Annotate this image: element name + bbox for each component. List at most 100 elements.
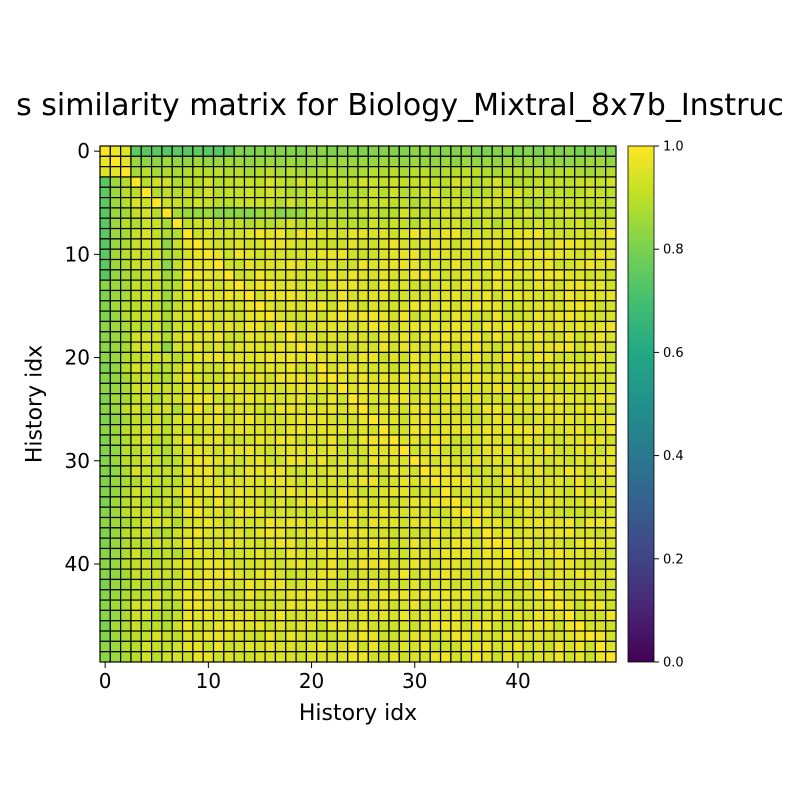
heatmap-cell [295,609,307,622]
heatmap-cell [553,186,566,199]
heatmap-cell [419,382,431,395]
heatmap-cell [274,568,287,581]
heatmap-cell [264,248,277,261]
heatmap-cell [130,589,142,601]
heatmap-cell [212,320,225,333]
heatmap-cell [223,227,235,240]
heatmap-cell [574,362,586,374]
heatmap-cell [285,496,297,508]
heatmap-cell [512,166,524,178]
heatmap-cell [233,403,246,415]
heatmap-cell [543,434,555,446]
heatmap-cell [481,197,493,209]
heatmap-cell [481,155,493,168]
heatmap-cell [264,279,277,292]
heatmap-cell [388,578,400,591]
heatmap-cell [171,620,184,632]
heatmap-cell [99,651,111,663]
heatmap-cell [388,506,400,519]
heatmap-cell [151,609,163,622]
heatmap-cell [357,578,369,591]
heatmap-cell [130,248,142,261]
heatmap-cell [532,640,545,653]
heatmap-cell [450,145,462,157]
heatmap-cell [501,527,514,539]
heatmap-cell [243,475,256,488]
heatmap-cell [584,568,596,581]
heatmap-cell [326,434,338,446]
heatmap-cell [460,289,473,302]
heatmap-cell [130,145,142,157]
heatmap-cell [470,599,483,612]
heatmap-cell [543,506,555,519]
heatmap-cell [429,248,442,261]
heatmap-cell [295,568,307,581]
heatmap-cell [212,372,225,384]
heatmap-cell [398,475,411,488]
heatmap-cell [99,227,111,240]
heatmap-cell [460,320,473,333]
heatmap-cell [429,506,442,519]
heatmap-cell [460,382,473,395]
heatmap-cell [274,630,287,642]
heatmap-cell [398,331,411,343]
heatmap-cell [99,413,111,426]
heatmap-cell [439,578,452,591]
heatmap-cell [491,320,504,333]
heatmap-cell [120,155,132,168]
heatmap-cell [254,578,266,591]
heatmap-cell [202,558,215,570]
heatmap-cell [460,630,473,642]
heatmap-cell [460,640,473,653]
heatmap-cell [574,217,586,230]
heatmap-cell [254,413,266,426]
heatmap-cell [543,403,555,415]
heatmap-cell [584,651,596,663]
heatmap-cell [99,568,111,581]
heatmap-cell [543,599,555,612]
heatmap-cell [512,279,524,292]
heatmap-cell [470,341,483,353]
heatmap-cell [470,166,483,178]
heatmap-cell [233,269,246,281]
colorbar-tick-label: 0.2 [663,552,684,567]
colorbar [627,145,655,663]
heatmap-cell [151,589,163,601]
heatmap-cell [243,506,256,519]
heatmap-cell [233,434,246,446]
heatmap-cell [594,248,607,261]
heatmap-cell [171,289,184,302]
heatmap-cell [563,258,576,271]
heatmap-cell [357,217,369,230]
heatmap-cell [574,640,586,653]
heatmap-cell [439,424,452,436]
heatmap-cell [594,341,607,353]
heatmap-cell [460,310,473,323]
heatmap-cell [439,197,452,209]
heatmap-cell [223,599,235,612]
heatmap-cell [409,403,421,415]
heatmap-cell [419,176,431,188]
heatmap-cell [419,310,431,323]
heatmap-cell [501,320,514,333]
heatmap-cell [254,176,266,188]
heatmap-cell [491,227,504,240]
heatmap-cell [347,279,359,292]
heatmap-cell [594,155,607,168]
heatmap-cell [181,393,194,405]
heatmap-cell [574,145,586,157]
heatmap-cell [233,568,246,581]
heatmap-cell [151,578,163,591]
heatmap-cell [109,506,122,519]
heatmap-cell [450,403,462,415]
heatmap-cell [316,310,328,323]
heatmap-cell [491,578,504,591]
heatmap-cell [140,166,153,178]
heatmap-cell [171,424,184,436]
heatmap-cell [347,516,359,529]
heatmap-cell [192,227,204,240]
heatmap-cell [223,465,235,477]
heatmap-cell [233,578,246,591]
heatmap-cell [584,217,596,230]
heatmap-cell [305,413,318,426]
